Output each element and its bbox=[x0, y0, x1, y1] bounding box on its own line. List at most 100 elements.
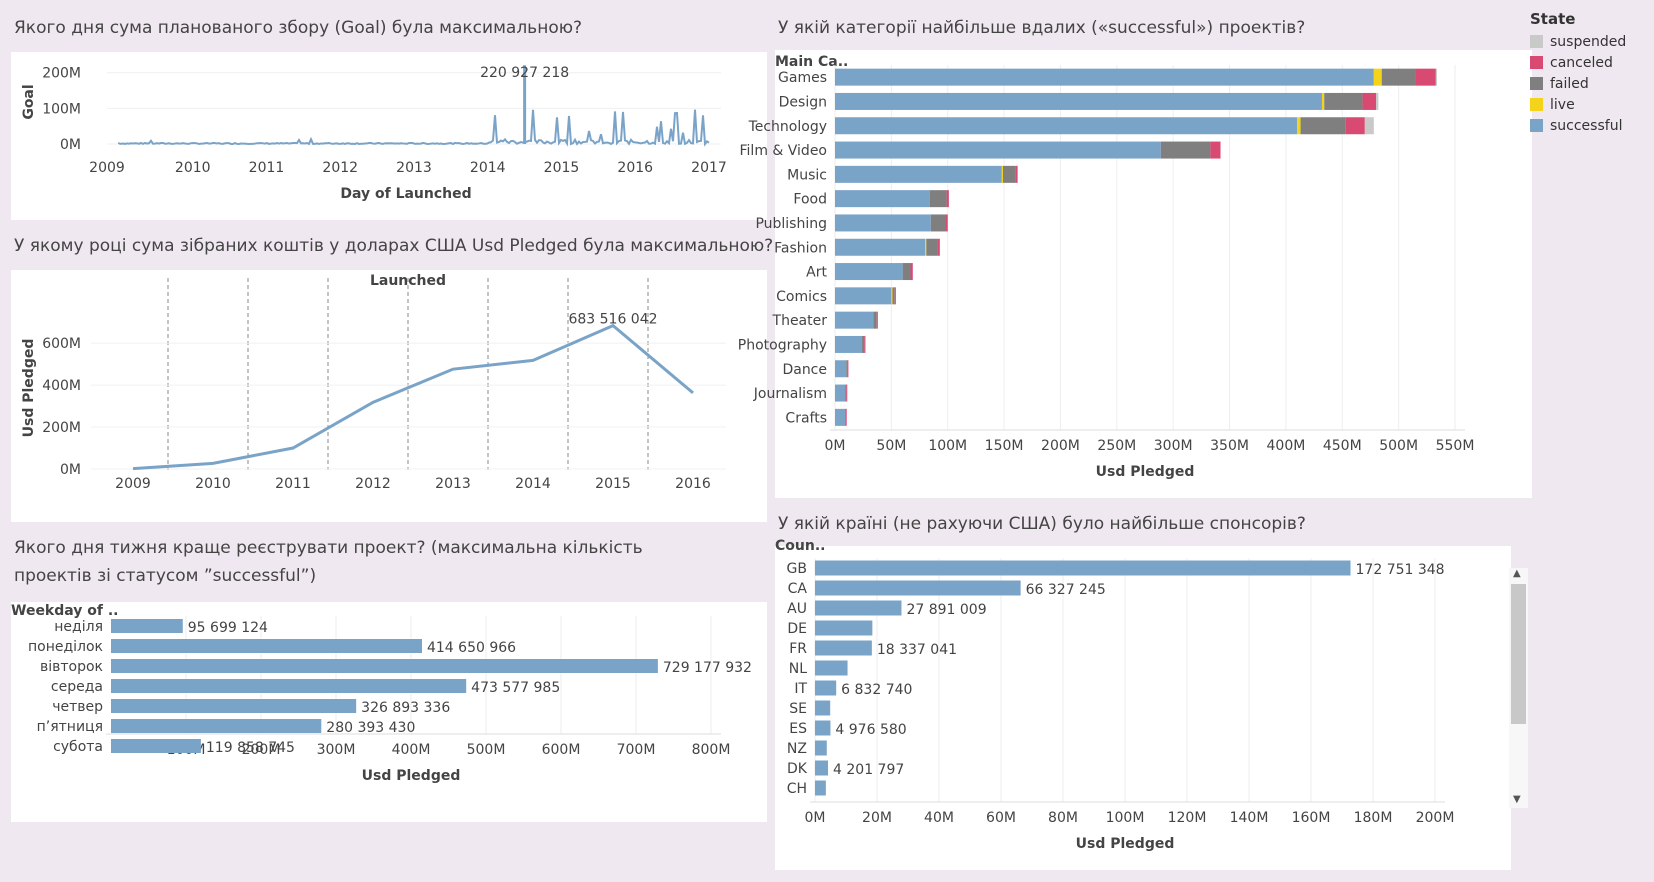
legend-swatch bbox=[1530, 56, 1543, 69]
x-tick-label: 2016 bbox=[675, 476, 711, 492]
category-label: Dance bbox=[782, 362, 827, 378]
bar-segment-successful bbox=[835, 360, 847, 378]
x-tick-label: 250M bbox=[1097, 438, 1136, 454]
x-tick-label: 150M bbox=[985, 438, 1024, 454]
legend-item-failed[interactable]: failed bbox=[1530, 73, 1654, 94]
bar-segment-canceled bbox=[876, 311, 878, 329]
bar bbox=[111, 679, 467, 693]
legend-label: successful bbox=[1550, 117, 1623, 134]
y-tick-label: 600M bbox=[42, 336, 81, 352]
bar-segment-successful bbox=[835, 408, 846, 426]
bar-segment-canceled bbox=[1345, 117, 1365, 135]
category-label: понеділок bbox=[28, 639, 103, 655]
category-chart-panel[interactable]: Main Ca.. 0M 50M 100M 150M 200M 250M 300M 350M 40… bbox=[738, 50, 1532, 498]
bar-segment-successful bbox=[835, 165, 1002, 183]
weekday-chart-panel[interactable]: Weekday of ..100M200M300M400M500M600M700… bbox=[11, 602, 767, 822]
category-label: Film & Video bbox=[740, 143, 828, 159]
bar-segment-canceled bbox=[894, 287, 896, 305]
category-label: четвер bbox=[52, 699, 103, 715]
x-tick-label: 200M bbox=[1041, 438, 1080, 454]
bar-segment-live bbox=[891, 287, 893, 305]
x-tick-label: 200M bbox=[242, 742, 281, 758]
country-scrollbar[interactable]: ▲ ▼ bbox=[1509, 568, 1528, 808]
category-label: Food bbox=[793, 192, 827, 208]
legend-item-live[interactable]: live bbox=[1530, 94, 1654, 115]
country-chart-panel[interactable]: Coun.. 0M 20M 40M 60M 80M 100M 120M 140M 160M 180M… bbox=[775, 538, 1511, 870]
bar-segment-successful bbox=[835, 238, 926, 256]
x-tick-label: 2014 bbox=[470, 160, 506, 176]
x-tick-label: 2012 bbox=[322, 160, 358, 176]
pledged-year-plot: 0M 200M 400M 600M 2009 2010 2011 2012 2013 2014 20… bbox=[21, 278, 726, 492]
x-tick-label: 500M bbox=[467, 742, 506, 758]
x-tick-label: 2015 bbox=[544, 160, 580, 176]
bar-segment-successful bbox=[835, 384, 846, 402]
bar-segment-successful bbox=[835, 92, 1322, 110]
bar-segment-successful bbox=[835, 68, 1374, 86]
category-chart-title: У якій категорії найбільше вдалих («succ… bbox=[778, 18, 1306, 38]
pledged-year-chart-panel[interactable]: Launched 0M 200M 400M 600M 2009 2010 2011 2012 20… bbox=[11, 270, 767, 522]
category-label: субота bbox=[53, 739, 103, 755]
legend-label: failed bbox=[1550, 75, 1589, 92]
bar-segment-failed bbox=[1381, 68, 1416, 86]
bar bbox=[815, 720, 831, 736]
goal-chart-title: Якого дня сума планованого збору (Goal) … bbox=[14, 18, 583, 38]
x-tick-label: 2013 bbox=[396, 160, 432, 176]
x-tick-label: 50M bbox=[876, 438, 906, 454]
x-axis-title: Day of Launched bbox=[340, 186, 471, 202]
x-tick-label: 300M bbox=[1154, 438, 1193, 454]
bar bbox=[111, 699, 357, 713]
category-label: Design bbox=[779, 94, 827, 110]
y-tick-label: 0M bbox=[60, 137, 81, 153]
bar-segment-successful bbox=[835, 214, 931, 232]
x-tick-label: 2009 bbox=[115, 476, 151, 492]
data-label: 4 201 797 bbox=[833, 762, 904, 778]
bar-segment-canceled bbox=[1415, 68, 1436, 86]
bar bbox=[815, 560, 1351, 576]
category-label: Comics bbox=[776, 289, 827, 305]
bar bbox=[111, 659, 658, 673]
x-tick-label: 80M bbox=[1048, 810, 1078, 826]
data-label: 95 699 124 bbox=[188, 620, 268, 636]
scroll-down-icon[interactable]: ▼ bbox=[1513, 794, 1521, 805]
weekday-chart-title: Якого дня тижня краще реєструвати проект… bbox=[14, 538, 643, 586]
pledged-series-line bbox=[132, 323, 694, 471]
category-label: неділя bbox=[54, 619, 103, 635]
goal-chart-panel[interactable]: 0M 100M 200M 2009 2010 2011 2012 2013 2014 2015 20… bbox=[11, 52, 767, 220]
y-tick-label: 200M bbox=[42, 420, 81, 436]
goal-max-label: 220 927 218 bbox=[480, 65, 569, 81]
pledged-max-label: 683 516 042 bbox=[568, 312, 657, 328]
x-tick-label: 2014 bbox=[515, 476, 551, 492]
category-label: NL bbox=[789, 661, 807, 677]
data-label: 18 337 041 bbox=[877, 642, 957, 658]
category-label: SE bbox=[789, 701, 807, 717]
bar-segment-successful bbox=[835, 117, 1298, 135]
scroll-thumb[interactable] bbox=[1511, 584, 1526, 724]
bar-segment-canceled bbox=[946, 190, 949, 208]
bar bbox=[815, 740, 827, 756]
bar-segment-canceled bbox=[847, 360, 849, 378]
scroll-up-icon[interactable]: ▲ bbox=[1513, 568, 1521, 579]
bar bbox=[815, 760, 829, 776]
x-axis-title: Usd Pledged bbox=[1096, 464, 1195, 480]
bar-segment-failed bbox=[846, 360, 848, 378]
category-label: Publishing bbox=[755, 216, 827, 232]
bar-segment-canceled bbox=[864, 335, 866, 353]
bar-segment-failed bbox=[1002, 165, 1016, 183]
legend-item-canceled[interactable]: canceled bbox=[1530, 52, 1654, 73]
legend-item-successful[interactable]: successful bbox=[1530, 115, 1654, 136]
x-tick-label: 160M bbox=[1292, 810, 1331, 826]
category-label: GB bbox=[787, 561, 807, 577]
bar-segment-canceled bbox=[1210, 141, 1221, 159]
bar-segment-successful bbox=[835, 287, 892, 305]
category-label: Music bbox=[787, 167, 827, 183]
data-label: 4 976 580 bbox=[835, 722, 906, 738]
x-tick-label: 2010 bbox=[195, 476, 231, 492]
category-label: Technology bbox=[748, 119, 827, 135]
bar-segment-successful bbox=[835, 263, 903, 281]
bar-segment-failed bbox=[862, 335, 865, 353]
x-tick-label: 40M bbox=[924, 810, 954, 826]
y-axis-title: Usd Pledged bbox=[21, 339, 37, 438]
legend-item-suspended[interactable]: suspended bbox=[1530, 31, 1654, 52]
chart-header: Weekday of .. bbox=[11, 603, 119, 619]
x-tick-label: 180M bbox=[1354, 810, 1393, 826]
